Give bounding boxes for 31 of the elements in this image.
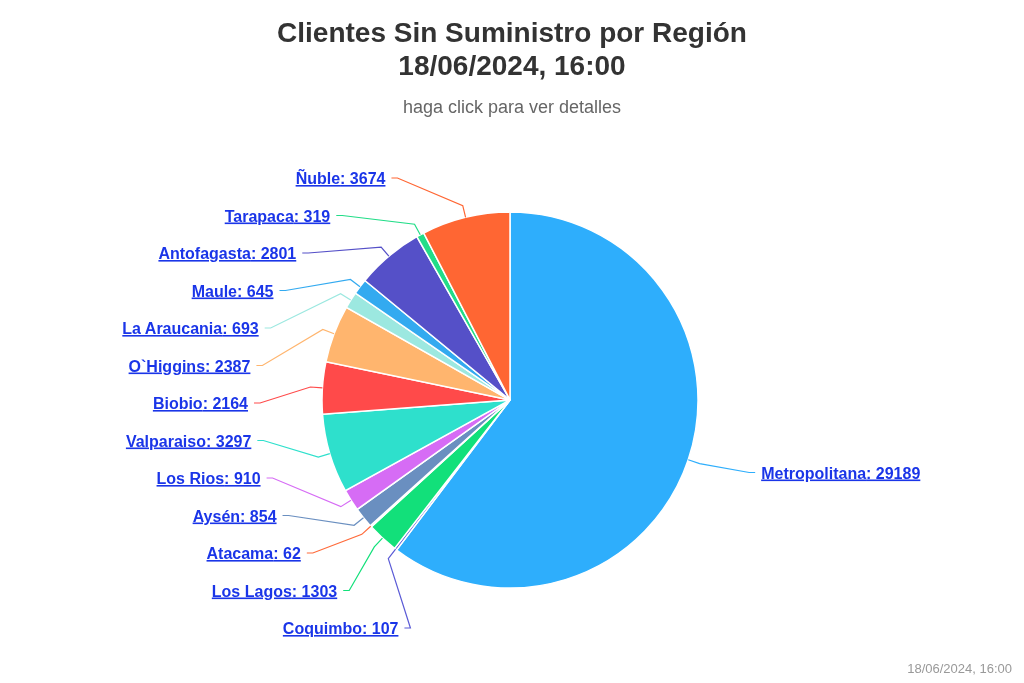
slice-label: La Araucania [122, 320, 223, 337]
slice-label: Maule [191, 282, 238, 300]
slice-label: Valparaiso [125, 432, 207, 450]
slice-label: Atacama [206, 545, 274, 562]
chart-subtitle: haga click para ver detalles [402, 97, 622, 117]
data-label: : 2164 [202, 395, 249, 412]
slice-label: Los Rios [156, 470, 225, 487]
data-label: : 107 [361, 620, 399, 637]
data-label: : 3297 [205, 432, 252, 450]
data-label: : 2387 [205, 357, 251, 375]
data-label: : 62 [273, 545, 301, 562]
data-label: : 2801 [250, 245, 297, 262]
slice-label: Coquimbo [282, 620, 363, 637]
slice-label: Aysén [192, 507, 241, 525]
slice-label: Metropolitana [761, 464, 867, 482]
chart-title: Clientes Sin Suministro por Región 18/06/2024, 16:00 [277, 17, 747, 81]
slice-label: Ñuble [295, 168, 341, 187]
slice-label: Antofagasta [158, 245, 251, 262]
slice-label: O`Higgins [128, 357, 206, 375]
data-label: : 319 [293, 207, 331, 225]
text: 18/06/2024, 16:00 [907, 661, 1012, 676]
data-label: : 693 [222, 320, 259, 337]
slice-label: Biobio [152, 395, 203, 412]
data-label: : 645 [237, 282, 274, 300]
data-label: : 3674 [340, 170, 386, 187]
slice-label: Tarapaca [224, 207, 294, 225]
data-label: : 910 [224, 470, 261, 487]
data-label: : 29189 [866, 464, 921, 482]
slice-label: Los Lagos [211, 582, 292, 600]
data-label: : 1303 [291, 582, 338, 600]
data-label: : 854 [240, 507, 277, 525]
